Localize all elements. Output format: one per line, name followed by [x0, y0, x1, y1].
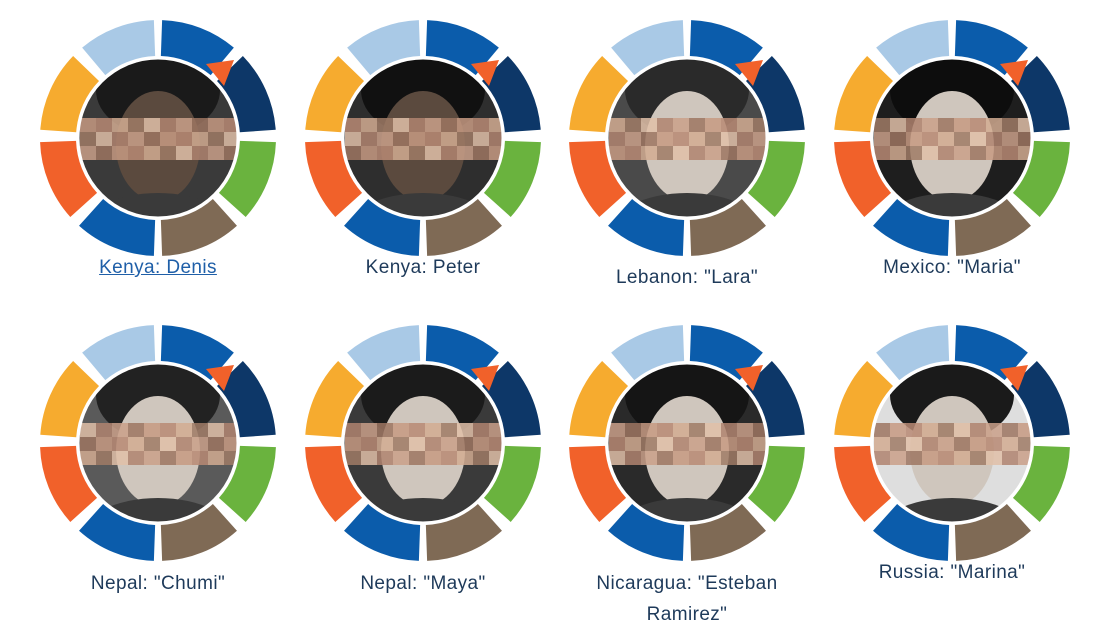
ring-segment: [608, 198, 685, 256]
ring-segment: [483, 140, 541, 217]
ring-segment: [954, 325, 1028, 381]
ring-segment: [873, 198, 950, 256]
ring-segment: [216, 361, 276, 438]
ring-segment: [425, 198, 502, 256]
ring-segment: [425, 503, 502, 561]
profile-ring-graphic: [834, 325, 1070, 561]
ring-segment: [611, 20, 685, 76]
ring-segment: [481, 56, 541, 133]
ring-segment: [483, 445, 541, 522]
ring-segment: [347, 20, 421, 76]
ring-segment: [747, 140, 805, 217]
profile-link[interactable]: Kenya: Denis: [99, 257, 217, 278]
ring-segment: [218, 445, 276, 522]
profile-label: Nepal: "Chumi": [90, 573, 226, 594]
ring-segment: [82, 325, 156, 381]
ring-pointer-icon: [1000, 60, 1028, 86]
ring-segment: [160, 20, 234, 76]
ring-segment: [1012, 445, 1070, 522]
profile-ring-graphic: [40, 325, 276, 561]
ring-segment: [689, 325, 763, 381]
ring-segment: [40, 56, 100, 133]
ring-segment: [218, 140, 276, 217]
ring-segment: [689, 503, 766, 561]
profile-label: Mexico: "Maria": [883, 257, 1021, 278]
ring-pointer-icon: [206, 365, 234, 391]
profile-ring-graphic: [305, 20, 541, 256]
ring-segment: [834, 445, 892, 522]
ring-pointer-icon: [471, 365, 499, 391]
profile-ring-graphic: [40, 20, 276, 256]
ring-segment: [745, 361, 805, 438]
ring-segment: [40, 445, 98, 522]
ring-segment: [160, 198, 237, 256]
ring-segment: [608, 503, 685, 561]
ring-segment: [347, 325, 421, 381]
ring-pointer-icon: [471, 60, 499, 86]
ring-pointer-icon: [735, 60, 763, 86]
ring-segment: [40, 361, 100, 438]
ring-segment: [1010, 56, 1070, 133]
profile-label: Nepal: "Maya": [360, 573, 486, 594]
ring-segment: [216, 56, 276, 133]
profile-label: Russia: "Marina": [878, 562, 1026, 583]
ring-segment: [569, 361, 629, 438]
ring-segment: [954, 198, 1031, 256]
ring-segment: [305, 361, 365, 438]
ring-segment: [40, 140, 98, 217]
profile-ring-graphic: [305, 325, 541, 561]
profile-label: Lebanon: "Lara": [615, 267, 759, 288]
ring-segment: [79, 503, 156, 561]
ring-segment: [876, 20, 950, 76]
ring-segment: [305, 445, 363, 522]
ring-segment: [954, 503, 1031, 561]
ring-segment: [747, 445, 805, 522]
ring-pointer-icon: [1000, 365, 1028, 391]
ring-segment: [1010, 361, 1070, 438]
ring-segment: [425, 325, 499, 381]
ring-segment: [611, 325, 685, 381]
ring-segment: [834, 140, 892, 217]
ring-pointer-icon: [206, 60, 234, 86]
profile-ring-graphic: [569, 325, 805, 561]
ring-segment: [1012, 140, 1070, 217]
ring-segment: [876, 325, 950, 381]
ring-segment: [873, 503, 950, 561]
ring-pointer-icon: [735, 365, 763, 391]
ring-segment: [344, 198, 421, 256]
profile-ring-graphic: [569, 20, 805, 256]
ring-segment: [834, 361, 894, 438]
ring-segment: [82, 20, 156, 76]
ring-segment: [305, 56, 365, 133]
ring-segment: [305, 140, 363, 217]
profile-ring-graphic: [834, 20, 1070, 256]
ring-segment: [745, 56, 805, 133]
ring-segment: [569, 56, 629, 133]
ring-segment: [569, 445, 627, 522]
ring-segment: [689, 20, 763, 76]
ring-segment: [954, 20, 1028, 76]
ring-segment: [689, 198, 766, 256]
ring-segment: [160, 325, 234, 381]
ring-segment: [160, 503, 237, 561]
ring-segment: [569, 140, 627, 217]
ring-segment: [481, 361, 541, 438]
ring-segment: [425, 20, 499, 76]
ring-segment: [834, 56, 894, 133]
ring-segment: [344, 503, 421, 561]
profile-label: Kenya: Peter: [365, 257, 481, 278]
profile-label: Nicaragua: "Esteban Ramirez": [596, 573, 778, 625]
ring-segment: [79, 198, 156, 256]
